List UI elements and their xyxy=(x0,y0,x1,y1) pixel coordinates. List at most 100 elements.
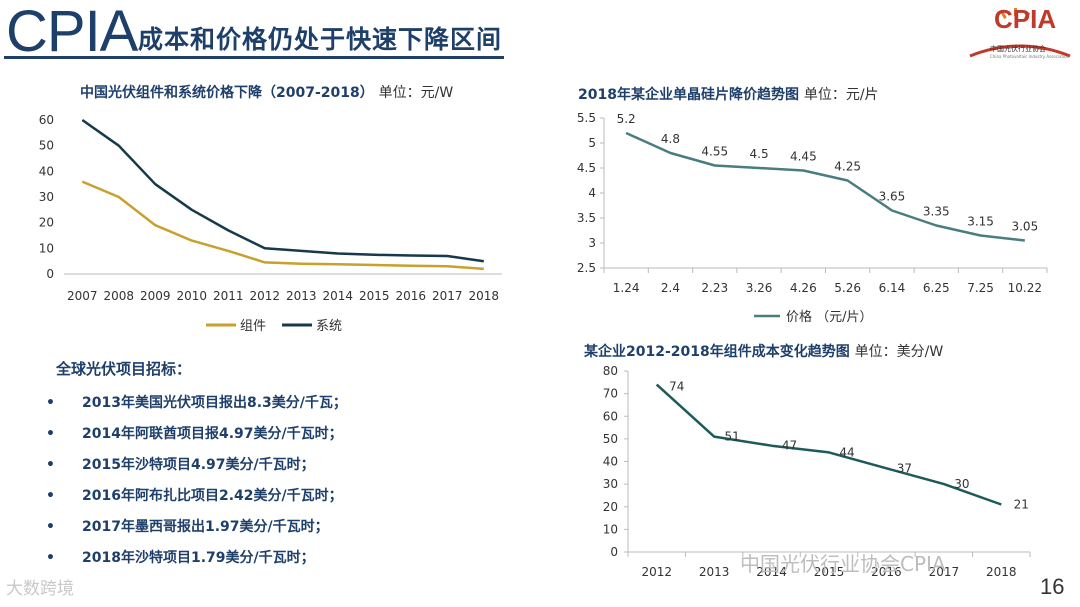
x-tick-label: 7.25 xyxy=(967,281,994,295)
data-label: 3.15 xyxy=(967,215,994,229)
cpia-org-logo-word: CPIA xyxy=(994,4,1057,34)
bidding-text: 2013年美国光伏项目报出8.3美分/千瓦； xyxy=(82,395,347,411)
chart2-title-row: 2018年某企业单晶硅片降价趋势图 单位：元/片 xyxy=(578,84,879,104)
x-tick-label: 2007 xyxy=(67,289,98,303)
x-tick-label: 2011 xyxy=(213,289,244,303)
x-tick-label: 10.22 xyxy=(1008,281,1042,295)
y-tick-label: 4.5 xyxy=(577,161,596,175)
bullet-icon: • xyxy=(46,426,55,442)
page-title: 成本和价格仍处于快速下降区间 xyxy=(138,25,503,54)
bidding-item: • 2013年美国光伏项目报出8.3美分/千瓦； xyxy=(46,392,347,412)
cpia-org-name: 中国光伏行业协会 xyxy=(990,45,1046,53)
data-label: 3.35 xyxy=(923,205,950,219)
y-tick-label: 70 xyxy=(603,387,618,401)
chart-price-decline: 0 10 20 30 40 50 60 2007 2008 2009 2010 2011 2012 201… xyxy=(39,113,502,334)
data-label: 4.25 xyxy=(834,160,861,174)
x-tick-label: 3.26 xyxy=(746,281,773,295)
y-tick-label: 4 xyxy=(588,186,596,200)
x-tick-label: 6.14 xyxy=(879,281,906,295)
y-tick-label: 5.5 xyxy=(577,111,596,125)
data-label: 51 xyxy=(725,430,740,444)
x-tick-label: 2013 xyxy=(286,289,317,303)
chart3-title: 某企业2012-2018年组件成本变化趋势图 xyxy=(584,344,850,360)
y-tick-label: 50 xyxy=(39,139,54,153)
bidding-text: 2014年阿联酋项目报4.97美分/千瓦时； xyxy=(82,426,343,442)
chart2-title: 2018年某企业单晶硅片降价趋势图 xyxy=(578,87,799,103)
x-tick-label: 2009 xyxy=(140,289,171,303)
watermark-left: 大数跨境 xyxy=(6,579,74,599)
y-tick-label: 10 xyxy=(603,522,618,536)
chart3-unit: 单位：美分/W xyxy=(854,344,944,360)
x-tick-label: 1.24 xyxy=(613,281,640,295)
x-tick-label: 2016 xyxy=(871,565,902,579)
bidding-text: 2016年阿布扎比项目2.42美分/千瓦时； xyxy=(82,488,343,504)
x-tick-label: 2012 xyxy=(641,565,672,579)
data-label: 5.2 xyxy=(617,112,636,126)
watermark-right: 中国光伏行业协会CPIA xyxy=(740,552,946,576)
x-tick-label: 2013 xyxy=(699,565,730,579)
y-tick-label: 80 xyxy=(603,364,618,378)
data-label: 37 xyxy=(897,461,912,475)
bidding-item: • 2016年阿布扎比项目2.42美分/千瓦时； xyxy=(46,485,343,505)
bullet-icon: • xyxy=(46,395,55,411)
x-tick-label: 2015 xyxy=(814,565,845,579)
y-tick-label: 3.5 xyxy=(577,211,596,225)
series-line-组件 xyxy=(81,180,484,271)
data-label: 21 xyxy=(1014,497,1029,511)
bullet-icon: • xyxy=(46,488,55,504)
page-number: 16 xyxy=(1040,574,1065,599)
cpia-sun-logo-icon xyxy=(969,8,1071,58)
x-tick-label: 2014 xyxy=(756,565,787,579)
data-label: 4.45 xyxy=(790,150,817,164)
title-underline xyxy=(4,56,504,59)
chart1-title: 中国光伏组件和系统价格下降（2007-2018） xyxy=(80,85,374,101)
x-tick-label: 2010 xyxy=(176,289,207,303)
x-tick-label: 2017 xyxy=(432,289,463,303)
chart2-unit: 单位：元/片 xyxy=(803,87,879,103)
x-tick-label: 2.23 xyxy=(701,281,728,295)
legend-label: 系统 xyxy=(316,319,342,334)
data-label: 47 xyxy=(782,439,797,453)
x-tick-label: 5.26 xyxy=(834,281,861,295)
bidding-text: 2017年墨西哥报出1.97美分/千瓦时； xyxy=(82,519,329,535)
y-tick-label: 60 xyxy=(39,113,54,127)
data-label: 4.8 xyxy=(661,132,680,146)
chart3-title-row: 某企业2012-2018年组件成本变化趋势图 单位：美分/W xyxy=(584,341,943,361)
chart-wafer-price: 2.533.544.555.51.24 2.4 2.23 3.26 4.26 5.26 6.… xyxy=(577,111,1048,325)
bullet-icon: • xyxy=(46,550,55,566)
x-tick-label: 2018 xyxy=(986,565,1017,579)
bidding-item: • 2015年沙特项目4.97美分/千瓦时； xyxy=(46,454,315,474)
y-tick-label: 3 xyxy=(588,236,596,250)
y-tick-label: 60 xyxy=(603,409,618,423)
legend-label: 价格 （元/片） xyxy=(786,309,873,325)
y-tick-label: 10 xyxy=(39,241,54,255)
bidding-item: • 2017年墨西哥报出1.97美分/千瓦时； xyxy=(46,516,329,536)
y-tick-label: 40 xyxy=(39,164,54,178)
data-label: 3.65 xyxy=(879,190,906,204)
series-line-价格 （元/片） xyxy=(625,131,1025,242)
x-tick-label: 2008 xyxy=(103,289,134,303)
data-label: 44 xyxy=(839,445,854,459)
y-tick-label: 40 xyxy=(603,455,618,469)
data-label: 74 xyxy=(669,380,684,394)
data-label: 4.5 xyxy=(750,147,769,161)
y-tick-label: 50 xyxy=(603,432,618,446)
y-tick-label: 0 xyxy=(610,545,618,559)
y-tick-label: 30 xyxy=(603,477,618,491)
data-label: 4.55 xyxy=(701,145,728,159)
y-tick-label: 2.5 xyxy=(577,261,596,275)
chart1-title-row: 中国光伏组件和系统价格下降（2007-2018） 单位：元/W xyxy=(80,82,453,102)
x-tick-label: 2012 xyxy=(249,289,280,303)
series-line-系统 xyxy=(81,118,484,263)
x-tick-label: 2017 xyxy=(929,565,960,579)
data-label: 3.05 xyxy=(1011,220,1038,234)
x-tick-label: 2016 xyxy=(395,289,426,303)
x-tick-label: 6.25 xyxy=(923,281,950,295)
bidding-item: • 2018年沙特项目1.79美分/千瓦时； xyxy=(46,547,315,567)
y-tick-label: 5 xyxy=(588,136,596,150)
chart1-unit: 单位：元/W xyxy=(378,85,454,101)
bullet-icon: • xyxy=(46,457,55,473)
x-tick-label: 2015 xyxy=(359,289,390,303)
bidding-text: 2015年沙特项目4.97美分/千瓦时； xyxy=(82,457,315,473)
